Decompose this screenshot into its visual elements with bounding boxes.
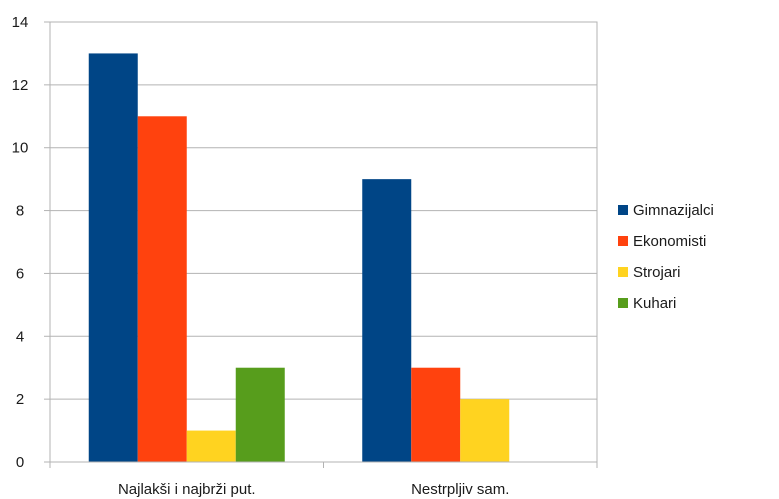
legend-swatch-ekonomisti [618,236,628,246]
y-tick-label: 4 [16,328,24,345]
y-tick-label: 10 [12,140,29,157]
y-axis-ticks: 0 2 4 6 8 10 12 14 [12,14,50,471]
plot-frame [49,21,598,468]
bar-strojari-2 [460,399,510,462]
legend-label-kuhari: Kuhari [633,295,676,312]
legend-label-gimnazijalci: Gimnazijalci [633,202,714,219]
legend-swatch-strojari [618,267,628,277]
bar-kuhari-1 [235,367,285,462]
x-category-label: Nestrpljiv sam. [411,481,509,498]
legend-swatch-gimnazijalci [618,205,628,215]
bars [88,53,510,463]
bar-ekonomisti-1 [137,116,187,463]
bar-gimnazijalci-2 [362,179,412,462]
bar-ekonomisti-2 [411,367,461,462]
y-tick-label: 14 [12,14,29,31]
y-tick-label: 0 [16,454,24,471]
legend-label-ekonomisti: Ekonomisti [633,233,706,250]
x-axis-labels: Najlakši i najbrži put. Nestrpljiv sam. [118,481,509,498]
x-category-label: Najlakši i najbrži put. [118,481,256,498]
y-tick-label: 8 [16,203,24,220]
y-tick-label: 12 [12,77,29,94]
legend-label-strojari: Strojari [633,264,681,281]
legend-swatch-kuhari [618,298,628,308]
y-tick-label: 6 [16,265,24,282]
bar-strojari-1 [186,430,236,462]
bar-gimnazijalci-1 [88,53,138,463]
legend: Gimnazijalci Ekonomisti Strojari Kuhari [618,202,714,312]
y-tick-label: 2 [16,391,24,408]
